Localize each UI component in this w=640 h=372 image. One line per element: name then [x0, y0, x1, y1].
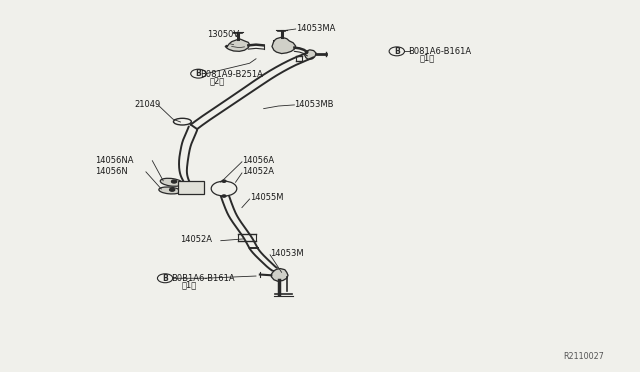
Text: 13050V: 13050V [207, 30, 239, 39]
Text: B: B [394, 47, 399, 56]
Text: 14055M: 14055M [250, 193, 283, 202]
Text: B081A6-B161A: B081A6-B161A [408, 47, 472, 56]
Text: 14056A: 14056A [242, 156, 274, 165]
Text: 14052A: 14052A [180, 235, 212, 244]
Polygon shape [271, 269, 288, 281]
Text: 14056N: 14056N [95, 167, 127, 176]
Text: B0B1A6-B161A: B0B1A6-B161A [172, 274, 235, 283]
Text: 14053MB: 14053MB [294, 100, 334, 109]
Ellipse shape [159, 187, 180, 194]
Text: R2110027: R2110027 [563, 352, 604, 361]
Polygon shape [225, 39, 250, 51]
Circle shape [172, 180, 177, 183]
Text: 21049: 21049 [134, 100, 161, 109]
Circle shape [170, 188, 175, 191]
Polygon shape [305, 50, 316, 60]
Text: （1）: （1） [182, 280, 197, 289]
Text: 14053M: 14053M [270, 249, 304, 258]
Text: 14052A: 14052A [242, 167, 274, 176]
Ellipse shape [160, 178, 183, 186]
Text: B: B [196, 69, 201, 78]
Text: （2）: （2） [210, 77, 225, 86]
Text: B081A9-B251A: B081A9-B251A [200, 70, 262, 79]
Circle shape [222, 180, 226, 182]
Circle shape [222, 195, 226, 197]
Text: （1）: （1） [419, 53, 435, 62]
Polygon shape [272, 37, 296, 54]
Text: B: B [163, 274, 168, 283]
Bar [178, 182, 204, 194]
Text: 14056NA: 14056NA [95, 156, 133, 165]
Text: 14053MA: 14053MA [296, 24, 335, 33]
